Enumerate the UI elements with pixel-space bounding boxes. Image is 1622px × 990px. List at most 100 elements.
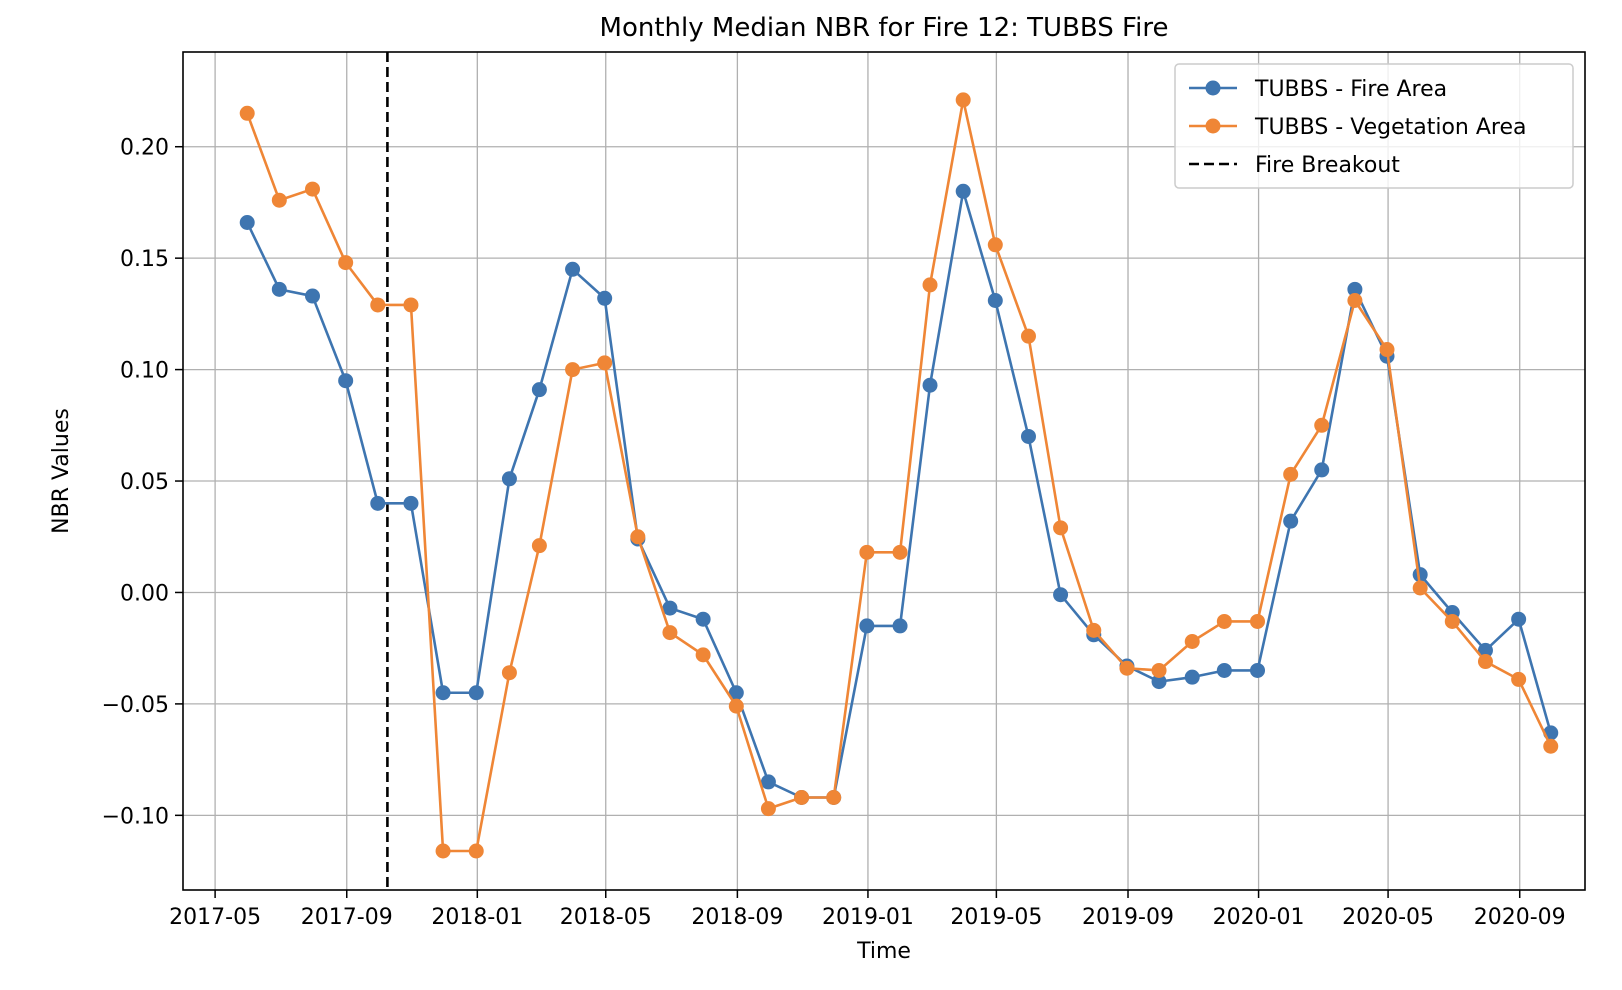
data-point	[760, 774, 776, 790]
legend: TUBBS - Fire Area TUBBS - Vegetation Area…	[1174, 63, 1574, 189]
data-point	[1119, 660, 1135, 676]
data-point	[760, 801, 776, 817]
data-point	[1020, 328, 1036, 344]
x-tick-label: 2018-05	[560, 905, 652, 930]
data-point	[695, 611, 711, 627]
data-point	[338, 255, 354, 271]
data-point	[1283, 466, 1299, 482]
data-point	[1347, 293, 1363, 309]
data-point	[662, 600, 678, 616]
data-point	[304, 181, 320, 197]
data-point	[1184, 669, 1200, 685]
x-tick-label: 2020-05	[1342, 905, 1434, 930]
legend-entry: TUBBS - Fire Area	[1189, 77, 1447, 102]
data-point	[1314, 462, 1330, 478]
x-tick-label: 2019-05	[950, 905, 1042, 930]
series-fire-area	[239, 183, 1559, 806]
x-tick-label: 2019-01	[822, 905, 914, 930]
data-point	[1314, 417, 1330, 433]
data-point	[1379, 342, 1395, 358]
data-point	[338, 373, 354, 389]
data-point	[859, 544, 875, 560]
data-point	[501, 471, 517, 487]
x-tick-label: 2020-09	[1474, 905, 1566, 930]
data-point	[1053, 587, 1069, 603]
series-layer	[239, 92, 1559, 859]
data-point	[1412, 580, 1428, 596]
x-axis-ticks: 2017-05 2017-09 2018-01 2018-05 2018-09 2019-…	[169, 890, 1566, 930]
data-point	[1511, 611, 1527, 627]
x-tick-label: 2018-01	[431, 905, 523, 930]
data-point	[1151, 662, 1167, 678]
data-point	[662, 625, 678, 641]
y-tick-label: 0.15	[120, 247, 169, 272]
data-point	[794, 790, 810, 806]
data-point	[1283, 513, 1299, 529]
series-vegetation-area	[239, 92, 1559, 859]
data-point	[1543, 738, 1559, 754]
data-point	[1412, 567, 1428, 583]
data-point	[271, 281, 287, 297]
data-point	[370, 495, 386, 511]
data-point	[1347, 281, 1363, 297]
data-point	[370, 297, 386, 313]
data-point	[987, 237, 1003, 253]
y-tick-label: 0.00	[120, 581, 169, 606]
x-tick-label: 2019-09	[1082, 905, 1174, 930]
y-tick-label: −0.10	[102, 804, 169, 829]
data-point	[1250, 662, 1266, 678]
legend-label: Fire Breakout	[1255, 153, 1400, 178]
data-point	[859, 618, 875, 634]
data-point	[630, 529, 646, 545]
data-point	[695, 647, 711, 663]
data-point	[1477, 642, 1493, 658]
data-point	[1216, 613, 1232, 629]
data-point	[728, 685, 744, 701]
x-tick-label: 2018-09	[691, 905, 783, 930]
data-point	[987, 293, 1003, 309]
plot-area-frame	[182, 51, 1586, 891]
legend-swatch-marker	[1205, 118, 1221, 134]
y-axis-ticks: −0.10 −0.05 0.00 0.05 0.10 0.15 0.20	[102, 136, 183, 829]
legend-entry: TUBBS - Vegetation Area	[1189, 115, 1526, 140]
x-tick-label: 2017-09	[301, 905, 393, 930]
x-axis-label: Time	[856, 939, 911, 964]
series-line	[245, 98, 1552, 853]
legend-box	[1174, 63, 1574, 189]
x-tick-label: 2020-01	[1213, 905, 1305, 930]
data-point	[304, 288, 320, 304]
y-tick-label: 0.10	[120, 359, 169, 384]
chart-title: Monthly Median NBR for Fire 12: TUBBS Fi…	[600, 13, 1169, 43]
data-point	[826, 790, 842, 806]
data-point	[1250, 613, 1266, 629]
data-point	[1444, 613, 1460, 629]
data-point	[565, 362, 581, 378]
data-point	[922, 377, 938, 393]
y-tick-label: 0.05	[120, 470, 169, 495]
data-point	[435, 843, 451, 859]
legend-swatch-marker	[1205, 80, 1221, 96]
y-tick-label: 0.20	[120, 136, 169, 161]
data-point	[1511, 671, 1527, 687]
data-point	[892, 544, 908, 560]
data-point	[1477, 654, 1493, 670]
legend-label: TUBBS - Fire Area	[1254, 77, 1447, 102]
data-point	[468, 685, 484, 701]
data-point	[1151, 674, 1167, 690]
legend-items: TUBBS - Fire Area TUBBS - Vegetation Area…	[1189, 77, 1526, 178]
data-point	[565, 261, 581, 277]
data-point	[239, 105, 255, 121]
data-point	[501, 665, 517, 681]
y-axis-label: NBR Values	[49, 408, 74, 534]
data-point	[403, 297, 419, 313]
data-point	[403, 495, 419, 511]
data-point	[1216, 662, 1232, 678]
data-point	[1086, 622, 1102, 638]
y-tick-label: −0.05	[102, 693, 169, 718]
data-point	[468, 843, 484, 859]
data-point	[435, 685, 451, 701]
data-point	[728, 698, 744, 714]
data-point	[597, 355, 613, 371]
